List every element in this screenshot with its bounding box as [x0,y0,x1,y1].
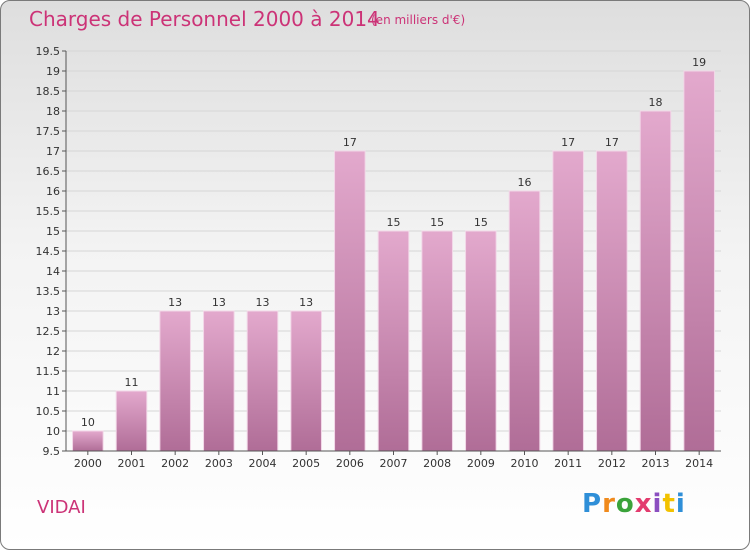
x-tick-label: 2012 [598,457,626,470]
x-tick-label: 2007 [380,457,408,470]
x-tick-label: 2008 [423,457,451,470]
x-tick-label: 2011 [554,457,582,470]
y-tick-label: 19.5 [36,45,61,58]
commune-name: VIDAI [37,497,86,518]
y-tick-label: 15 [46,225,60,238]
bars: 10 11 13 13 13 13 17 15 15 15 16 17 17 18 19 [72,56,715,452]
x-tick-label: 2009 [467,457,495,470]
x-tick-label: 2004 [249,457,277,470]
bar [421,230,453,452]
bar-value-label: 17 [343,136,357,149]
proxiti-logo[interactable]: Proxiti [582,489,686,519]
logo-letter: i [652,489,663,519]
bar-value-label: 13 [212,296,226,309]
x-tick-label: 2014 [685,457,713,470]
bar-value-label: 15 [430,216,444,229]
bar-value-label: 17 [605,136,619,149]
bar-value-label: 15 [474,216,488,229]
bar [334,150,366,452]
bar [290,310,322,452]
bar [683,70,715,452]
y-tick-label: 13 [46,305,60,318]
bar-value-label: 19 [692,56,706,69]
x-tick-label: 2002 [161,457,189,470]
x-tick-label: 2013 [642,457,670,470]
logo-letter: t [662,489,676,519]
y-tick-label: 10.5 [36,405,61,418]
x-tick-label: 2010 [511,457,539,470]
logo-letter: P [582,489,603,519]
y-tick-label: 14.5 [36,245,61,258]
y-tick-label: 12.5 [36,325,61,338]
bar [465,230,497,452]
y-tick-label: 17.5 [36,125,61,138]
bar [159,310,191,452]
bar-value-label: 17 [561,136,575,149]
bar-value-label: 13 [168,296,182,309]
y-tick-label: 14 [46,265,60,278]
logo-letter: o [615,489,635,519]
bar-value-label: 13 [299,296,313,309]
x-tick-label: 2003 [205,457,233,470]
y-tick-label: 19 [46,65,60,78]
bar [596,150,628,452]
x-tick-label: 2005 [292,457,320,470]
y-tick-label: 16.5 [36,165,61,178]
chart-title: Charges de Personnel 2000 à 2014 [29,7,380,31]
bar [508,190,541,452]
bar-value-label: 15 [387,216,401,229]
bar [203,310,235,452]
y-tick-label: 11.5 [36,365,61,378]
y-tick-label: 16 [46,185,60,198]
y-tick-label: 13.5 [36,285,61,298]
bar [246,310,279,452]
x-tick-label: 2000 [74,457,102,470]
y-tick-label: 12 [46,345,60,358]
y-tick-label: 18.5 [36,85,61,98]
y-tick-label: 11 [46,385,60,398]
logo-letter: i [675,489,686,519]
bar [72,430,104,452]
x-tick-label: 2001 [118,457,146,470]
x-tick-label: 2006 [336,457,364,470]
bar [377,230,410,452]
bar-value-label: 11 [125,376,139,389]
bar [115,390,148,452]
y-tick-label: 10 [46,425,60,438]
bar-value-label: 16 [518,176,532,189]
y-tick-label: 15.5 [36,205,61,218]
y-tick-label: 17 [46,145,60,158]
bar-value-label: 13 [256,296,270,309]
logo-letter: r [602,489,616,519]
logo-letter: x [634,489,653,519]
y-tick-label: 9.5 [43,445,61,458]
bar-value-label: 18 [649,96,663,109]
axes: 9.5 10 10.5 11 11.5 12 12.5 13 13.5 14 14.5 15 15.5 1… [36,45,721,470]
bar [639,110,672,452]
bar-value-label: 10 [81,416,95,429]
y-tick-label: 18 [46,105,60,118]
chart-subtitle: (en milliers d'€) [371,13,466,27]
bar [552,150,584,452]
